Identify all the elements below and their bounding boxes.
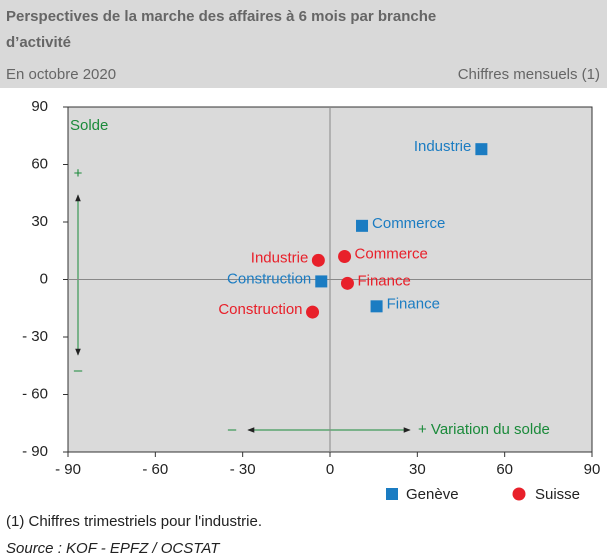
y-tick-label: - 30 xyxy=(22,328,48,345)
y-tick-label: - 90 xyxy=(22,443,48,460)
chart-title: Perspectives de la marche des affaires à… xyxy=(6,8,436,51)
point xyxy=(315,275,328,288)
x-tick-label: 90 xyxy=(584,461,601,478)
x-minus: – xyxy=(228,421,237,438)
y-tick-label: 90 xyxy=(31,98,48,115)
y-tick-label: 0 xyxy=(40,270,48,287)
point-label: Commerce xyxy=(372,215,445,232)
footnote: (1) Chiffres trimestriels pour l'industr… xyxy=(6,513,262,530)
y-tick-label: - 60 xyxy=(22,385,48,402)
y-plus: + xyxy=(74,165,83,182)
point-label: Industrie xyxy=(251,249,309,266)
point-label: Industrie xyxy=(414,138,472,155)
legend-marker xyxy=(386,488,398,500)
point-label: Construction xyxy=(218,301,302,318)
source: Source : KOF - EPFZ / OCSTAT xyxy=(6,540,221,557)
point xyxy=(306,305,320,319)
x-tick-label: - 60 xyxy=(142,461,168,478)
point xyxy=(475,143,488,156)
x-tick-label: 0 xyxy=(326,461,334,478)
x-tick-label: 60 xyxy=(496,461,513,478)
point xyxy=(338,250,352,263)
point xyxy=(356,219,369,232)
x-tick-label: - 90 xyxy=(55,461,81,478)
legend-label: Genève xyxy=(406,486,459,503)
legend-marker xyxy=(512,487,526,501)
x-tick-label: 30 xyxy=(409,461,426,478)
point-label: Finance xyxy=(357,272,410,289)
y-tick-label: 60 xyxy=(31,155,48,172)
y-annotation: Solde xyxy=(70,117,108,134)
x-tick-label: - 30 xyxy=(230,461,256,478)
y-tick-label: 30 xyxy=(31,213,48,230)
point-label: Construction xyxy=(227,270,311,287)
point xyxy=(370,300,383,313)
point xyxy=(311,253,325,267)
subtitle: En octobre 2020 xyxy=(6,66,116,83)
legend-label: Suisse xyxy=(535,486,580,503)
point-label: Finance xyxy=(387,295,440,312)
subtitle-right: Chiffres mensuels (1) xyxy=(458,66,600,83)
point xyxy=(340,276,354,290)
y-minus: – xyxy=(74,362,83,379)
x-annotation: + Variation du solde xyxy=(418,421,550,438)
point-label: Commerce xyxy=(355,245,428,262)
header-bg xyxy=(0,0,607,88)
